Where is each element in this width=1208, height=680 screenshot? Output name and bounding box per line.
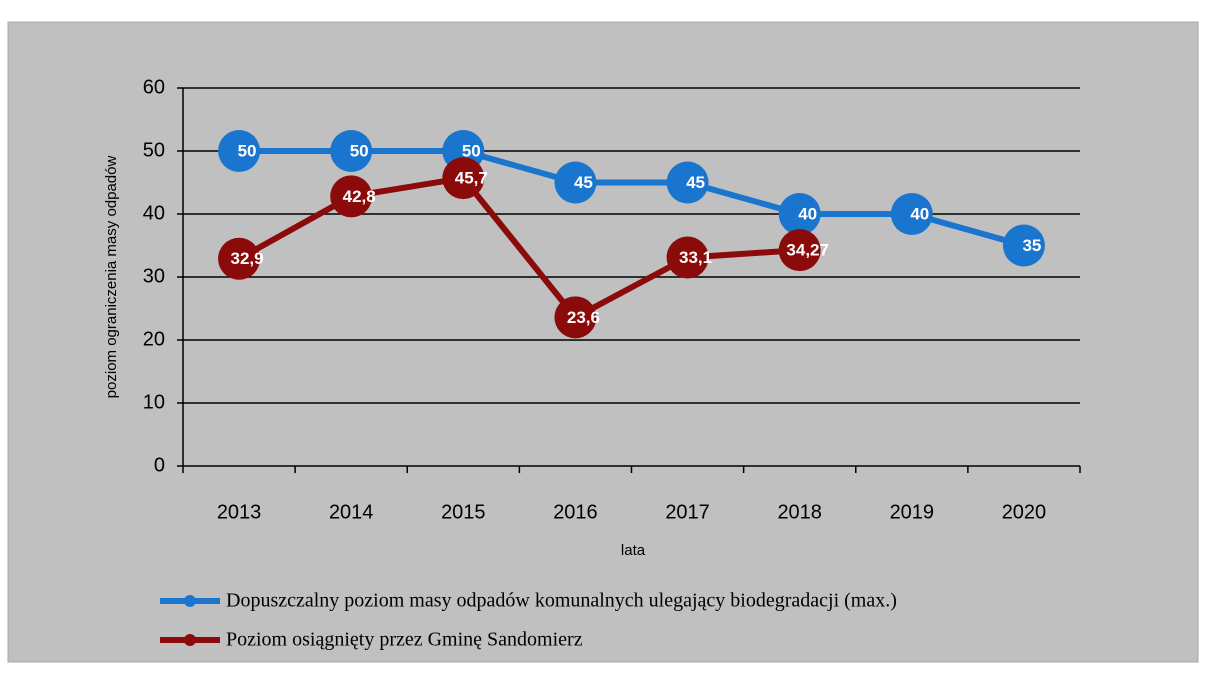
data-label: 32,9 (231, 249, 264, 268)
data-label: 50 (462, 141, 481, 160)
data-label: 34,27 (786, 241, 829, 260)
legend-label: Dopuszczalny poziom masy odpadów komunal… (226, 590, 897, 612)
y-axis-label: poziom ograniczenia masy odpadów (103, 156, 120, 399)
data-label: 23,6 (567, 308, 600, 327)
data-label: 33,1 (679, 248, 712, 267)
marker (330, 175, 373, 218)
x-tick-label: 2018 (777, 501, 822, 523)
data-label: 45 (574, 173, 593, 192)
data-label: 40 (798, 204, 817, 223)
marker (554, 296, 597, 339)
y-tick-label: 10 (143, 391, 165, 413)
legend-marker (184, 595, 196, 607)
y-tick-label: 0 (154, 454, 165, 476)
data-label: 42,8 (343, 187, 376, 206)
data-label: 35 (1022, 236, 1041, 255)
marker (778, 193, 821, 235)
chart-background (7, 21, 1199, 663)
x-tick-label: 2014 (329, 501, 374, 523)
marker (442, 157, 485, 200)
marker (218, 130, 261, 172)
y-tick-label: 30 (143, 265, 165, 287)
data-label: 50 (238, 141, 257, 160)
y-tick-label: 20 (143, 328, 165, 350)
data-label: 45,7 (455, 169, 488, 188)
y-tick-label: 60 (143, 76, 165, 98)
data-label: 50 (350, 141, 369, 160)
x-tick-label: 2016 (553, 501, 598, 523)
marker (554, 161, 597, 204)
marker (778, 229, 821, 272)
y-tick-label: 50 (143, 139, 165, 161)
x-tick-label: 2019 (890, 501, 935, 523)
x-axis-label: lata (621, 542, 646, 559)
x-tick-label: 2015 (441, 501, 486, 523)
data-label: 45 (686, 173, 705, 192)
legend-marker (184, 634, 196, 646)
marker (890, 193, 933, 235)
marker (666, 236, 709, 279)
marker (1002, 224, 1045, 267)
x-tick-label: 2013 (217, 501, 262, 523)
marker (666, 161, 709, 204)
data-label: 40 (910, 204, 929, 223)
marker (218, 237, 261, 280)
y-tick-label: 40 (143, 202, 165, 224)
marker (330, 130, 373, 172)
legend-label: Poziom osiągnięty przez Gminę Sandomierz (226, 629, 583, 651)
x-tick-label: 2017 (665, 501, 710, 523)
x-tick-label: 2020 (1002, 501, 1047, 523)
